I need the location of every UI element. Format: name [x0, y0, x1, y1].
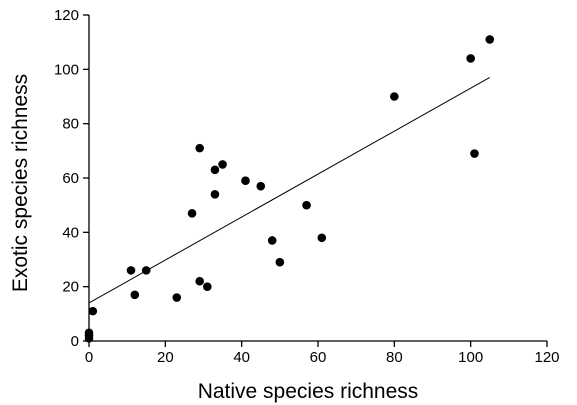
x-axis-title: Native species richness: [198, 380, 419, 403]
axes: [88, 15, 547, 342]
data-point: [256, 181, 266, 191]
y-tick-label: 0: [71, 333, 79, 350]
data-point: [302, 200, 311, 210]
data-points: [84, 35, 495, 343]
data-point: [210, 190, 220, 199]
x-tick-label: 20: [157, 349, 174, 366]
x-tick-label: 100: [458, 349, 483, 366]
regression-line: [88, 77, 490, 304]
data-point: [485, 35, 495, 44]
data-point: [84, 328, 94, 338]
x-tick-label: 60: [310, 349, 327, 366]
data-point: [203, 282, 212, 291]
x-tick-label: 40: [233, 349, 250, 366]
tick-labels: 0 20 40 60 80 100 120 0 20 40 60 80 100 120: [54, 7, 560, 366]
y-tick-label: 20: [62, 279, 79, 296]
y-axis-title: Exotic species richness: [9, 74, 32, 292]
y-tick-label: 100: [54, 61, 79, 78]
data-point: [275, 257, 285, 267]
x-tick-label: 0: [85, 349, 93, 366]
y-tick-label: 120: [54, 7, 79, 24]
data-point: [172, 293, 182, 302]
data-point: [466, 54, 475, 63]
x-tick-label: 80: [386, 349, 403, 366]
y-tick-label: 60: [62, 170, 79, 187]
data-point: [195, 143, 204, 153]
data-point: [470, 149, 479, 158]
data-point: [88, 306, 98, 316]
data-point: [130, 290, 140, 300]
data-point: [218, 160, 227, 169]
data-point: [195, 276, 204, 286]
data-point: [126, 266, 136, 275]
tick-marks: [83, 14, 548, 347]
x-tick-label: 120: [534, 349, 559, 366]
y-tick-label: 80: [62, 116, 79, 133]
data-point: [241, 176, 250, 186]
data-point: [141, 266, 151, 275]
data-point: [187, 209, 197, 218]
data-point: [390, 92, 399, 101]
data-point: [267, 236, 277, 245]
data-point: [210, 165, 220, 175]
y-tick-label: 40: [62, 224, 79, 241]
data-point: [317, 233, 327, 243]
